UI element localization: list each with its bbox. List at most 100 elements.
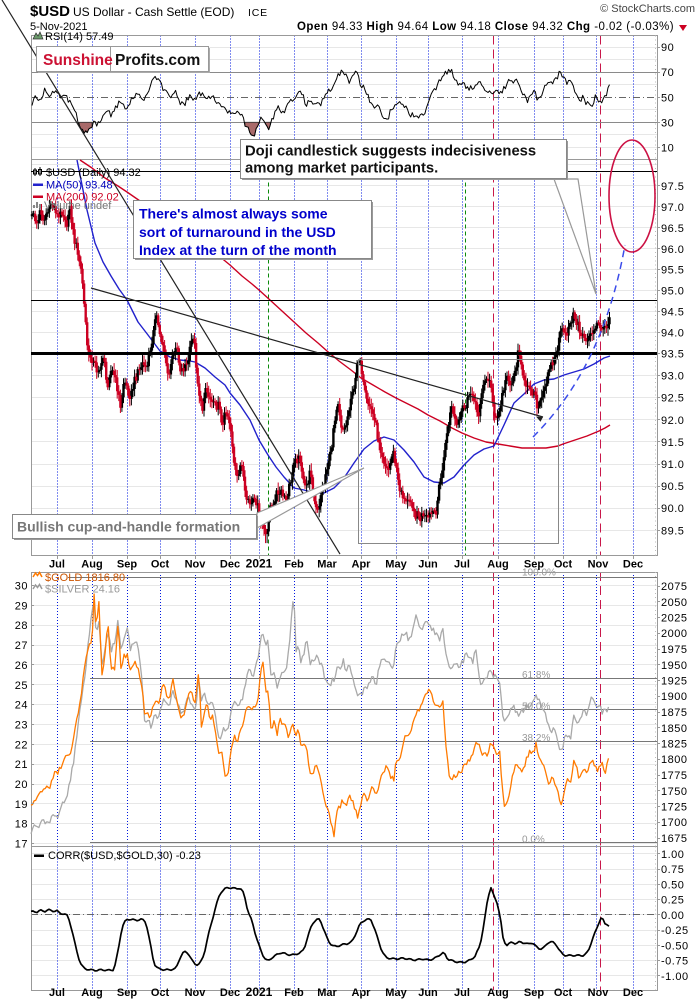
svg-text:0.50: 0.50 <box>661 879 684 891</box>
svg-text:2075: 2075 <box>661 581 687 593</box>
svg-text:28: 28 <box>15 620 28 632</box>
svg-text:1775: 1775 <box>661 770 687 782</box>
svg-text:sort of turnaround in the USD: sort of turnaround in the USD <box>139 224 336 240</box>
svg-text:CORR($USD,$GOLD,30) -0.23: CORR($USD,$GOLD,30) -0.23 <box>48 850 201 862</box>
svg-text:38.2%: 38.2% <box>522 733 550 744</box>
svg-text:Volume undef: Volume undef <box>44 200 112 212</box>
svg-text:0.0%: 0.0% <box>522 835 545 846</box>
svg-text:61.8%: 61.8% <box>522 670 550 681</box>
svg-text:Index at the turn of the month: Index at the turn of the month <box>139 242 337 258</box>
svg-text:$USD (Daily) 94.32: $USD (Daily) 94.32 <box>46 167 141 179</box>
svg-text:Jul: Jul <box>49 559 65 571</box>
svg-text:1800: 1800 <box>661 754 687 766</box>
svg-text:Jul: Jul <box>454 559 470 571</box>
svg-text:Dec: Dec <box>623 559 643 571</box>
svg-text:-0.75: -0.75 <box>661 956 689 968</box>
svg-text:-1.00: -1.00 <box>661 971 689 983</box>
svg-text:Profits.com: Profits.com <box>115 52 200 69</box>
svg-text:5-Nov-2021: 5-Nov-2021 <box>30 21 87 33</box>
svg-text:1850: 1850 <box>661 723 687 735</box>
svg-text:Nov: Nov <box>588 987 610 999</box>
svg-text:29: 29 <box>15 600 28 612</box>
svg-text:1700: 1700 <box>661 817 687 829</box>
svg-text:97.0: 97.0 <box>661 202 684 214</box>
svg-text:30: 30 <box>661 117 674 129</box>
svg-text:50: 50 <box>661 92 674 104</box>
svg-text:1900: 1900 <box>661 691 687 703</box>
svg-text:2050: 2050 <box>661 597 687 609</box>
svg-text:96.0: 96.0 <box>661 244 684 256</box>
svg-text:20: 20 <box>15 779 28 791</box>
svg-text:91.5: 91.5 <box>661 437 684 449</box>
svg-text:Feb: Feb <box>284 559 304 571</box>
svg-text:RSI(14) 57.49: RSI(14) 57.49 <box>45 31 113 43</box>
svg-text:92.5: 92.5 <box>661 393 684 405</box>
svg-text:26: 26 <box>15 660 28 672</box>
svg-text:1.00: 1.00 <box>661 849 684 861</box>
svg-text:US Dollar - Cash Settle (EOD): US Dollar - Cash Settle (EOD) <box>73 5 234 19</box>
svg-text:Aug: Aug <box>487 559 508 571</box>
svg-text:There's almost always some: There's almost always some <box>139 206 328 222</box>
svg-text:$GOLD 1816.80: $GOLD 1816.80 <box>45 572 125 584</box>
svg-text:0.75: 0.75 <box>661 864 684 876</box>
svg-text:2025: 2025 <box>661 613 687 625</box>
svg-text:Oct: Oct <box>554 559 573 571</box>
svg-text:90.0: 90.0 <box>661 503 684 515</box>
svg-text:23: 23 <box>15 720 28 732</box>
svg-text:24: 24 <box>15 700 28 712</box>
svg-text:Aug: Aug <box>81 559 102 571</box>
svg-text:MA(200) 92.02: MA(200) 92.02 <box>46 192 119 204</box>
svg-text:10: 10 <box>661 142 674 154</box>
svg-text:1675: 1675 <box>661 833 687 845</box>
svg-text:90: 90 <box>661 42 674 54</box>
svg-text:22: 22 <box>15 739 28 751</box>
svg-text:Apr: Apr <box>352 559 372 571</box>
svg-text:96.5: 96.5 <box>661 223 684 235</box>
svg-text:95.0: 95.0 <box>661 286 684 298</box>
svg-text:94.0: 94.0 <box>661 328 684 340</box>
svg-text:Jun: Jun <box>418 559 438 571</box>
svg-text:Bullish cup-and-handle formati: Bullish cup-and-handle formation <box>17 519 240 535</box>
svg-text:Open 94.33 High 94.64 Low 94.1: Open 94.33 High 94.64 Low 94.18 Close 94… <box>297 21 674 33</box>
svg-text:0.00: 0.00 <box>661 910 684 922</box>
svg-text:-0.50: -0.50 <box>661 940 689 952</box>
svg-text:70: 70 <box>661 67 674 79</box>
svg-text:Mar: Mar <box>317 559 337 571</box>
svg-text:1750: 1750 <box>661 786 687 798</box>
svg-text:ICE: ICE <box>248 7 268 19</box>
svg-text:Sep: Sep <box>524 559 544 571</box>
svg-text:Nov: Nov <box>588 559 610 571</box>
svg-text:$USD: $USD <box>30 3 70 20</box>
svg-text:© StockCharts.com: © StockCharts.com <box>600 3 695 15</box>
svg-text:Nov: Nov <box>185 559 207 571</box>
svg-text:2000: 2000 <box>661 628 687 640</box>
svg-text:50.0%: 50.0% <box>522 702 550 713</box>
svg-text:25: 25 <box>15 680 28 692</box>
svg-text:-0.25: -0.25 <box>661 925 689 937</box>
svg-text:17: 17 <box>15 839 28 851</box>
svg-text:27: 27 <box>15 640 28 652</box>
svg-text:$SILVER 24.16: $SILVER 24.16 <box>45 584 120 596</box>
svg-text:97.5: 97.5 <box>661 181 684 193</box>
svg-text:1925: 1925 <box>661 676 687 688</box>
svg-text:90.5: 90.5 <box>661 481 684 493</box>
svg-text:0.25: 0.25 <box>661 895 684 907</box>
svg-text:95.5: 95.5 <box>661 265 684 277</box>
svg-text:1875: 1875 <box>661 707 687 719</box>
svg-text:MA(50) 93.48: MA(50) 93.48 <box>46 180 113 192</box>
svg-text:1825: 1825 <box>661 739 687 751</box>
svg-text:89.5: 89.5 <box>661 525 684 537</box>
svg-text:30: 30 <box>15 581 28 593</box>
svg-text:Sep: Sep <box>117 559 137 571</box>
svg-text:Oct: Oct <box>151 559 170 571</box>
svg-text:among market participants.: among market participants. <box>245 161 438 177</box>
svg-text:18: 18 <box>15 819 28 831</box>
svg-text:1950: 1950 <box>661 660 687 672</box>
svg-text:Sunshine: Sunshine <box>43 52 113 69</box>
svg-text:93.0: 93.0 <box>661 371 684 383</box>
svg-text:2021: 2021 <box>246 557 273 571</box>
svg-text:May: May <box>385 559 407 571</box>
svg-text:100.0%: 100.0% <box>522 568 556 579</box>
svg-text:Doji candlestick suggests inde: Doji candlestick suggests indecisiveness <box>245 144 536 160</box>
svg-text:1975: 1975 <box>661 644 687 656</box>
